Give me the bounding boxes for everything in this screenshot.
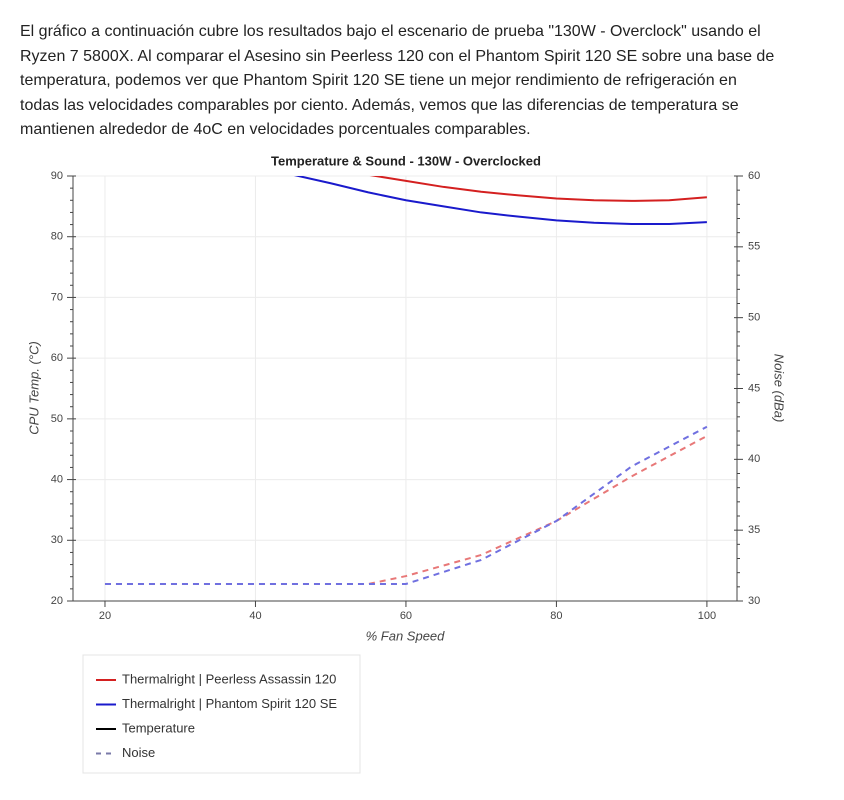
y2-tick-label: 30: [748, 595, 760, 607]
legend-box: [82, 654, 361, 774]
y-tick-label: 60: [51, 352, 63, 364]
y-axis-label: CPU Temp. (°C): [26, 341, 41, 435]
legend-label: Thermalright | Peerless Assassin 120: [122, 671, 336, 686]
x-tick-label: 60: [400, 610, 412, 622]
x-tick-label: 40: [249, 610, 261, 622]
y2-tick-label: 45: [748, 382, 760, 394]
y2-tick-label: 35: [748, 524, 760, 536]
grid: [73, 175, 737, 602]
chart-title: Temperature & Sound - 130W - Overclocked: [271, 153, 541, 168]
plot-area: [104, 176, 708, 585]
text-line: Ryzen 7 5800X. Al comparar el Asesino si…: [20, 47, 775, 65]
y2-tick-label: 55: [748, 241, 760, 253]
y-tick-label: 40: [51, 473, 63, 485]
legend-label: Thermalright | Phantom Spirit 120 SE: [122, 696, 337, 711]
text-line: todas las velocidades comparables por ci…: [20, 96, 739, 114]
legend-label: Noise: [122, 745, 155, 760]
y-tick-label: 70: [51, 291, 63, 303]
temperature-line: [369, 176, 707, 202]
x-tick-label: 80: [550, 610, 562, 622]
paragraph: El gráfico a continuación cubre los resu…: [20, 20, 774, 143]
temperature-line: [293, 176, 707, 225]
text-line: mantienen alrededor de 4oC en velocidade…: [20, 121, 531, 139]
y2-tick-label: 40: [748, 453, 760, 465]
x-axis-label: % Fan Speed: [366, 628, 446, 643]
x-tick-label: 20: [99, 610, 111, 622]
y2-axis-label: Noise (dBa): [772, 354, 787, 423]
x-tick-label: 100: [698, 610, 716, 622]
text-line: El gráfico a continuación cubre los resu…: [20, 23, 761, 40]
y2-tick-label: 50: [748, 312, 760, 324]
legend-label: Temperature: [122, 720, 195, 735]
y-tick-label: 20: [51, 595, 63, 607]
y-tick-label: 50: [51, 413, 63, 425]
y-tick-label: 90: [51, 170, 63, 182]
text-line: temperatura, podemos ver que Phantom Spi…: [20, 72, 737, 90]
noise-line: [104, 425, 708, 585]
y-tick-label: 30: [51, 534, 63, 546]
y2-tick-label: 60: [748, 170, 760, 182]
y-tick-label: 80: [51, 231, 63, 243]
